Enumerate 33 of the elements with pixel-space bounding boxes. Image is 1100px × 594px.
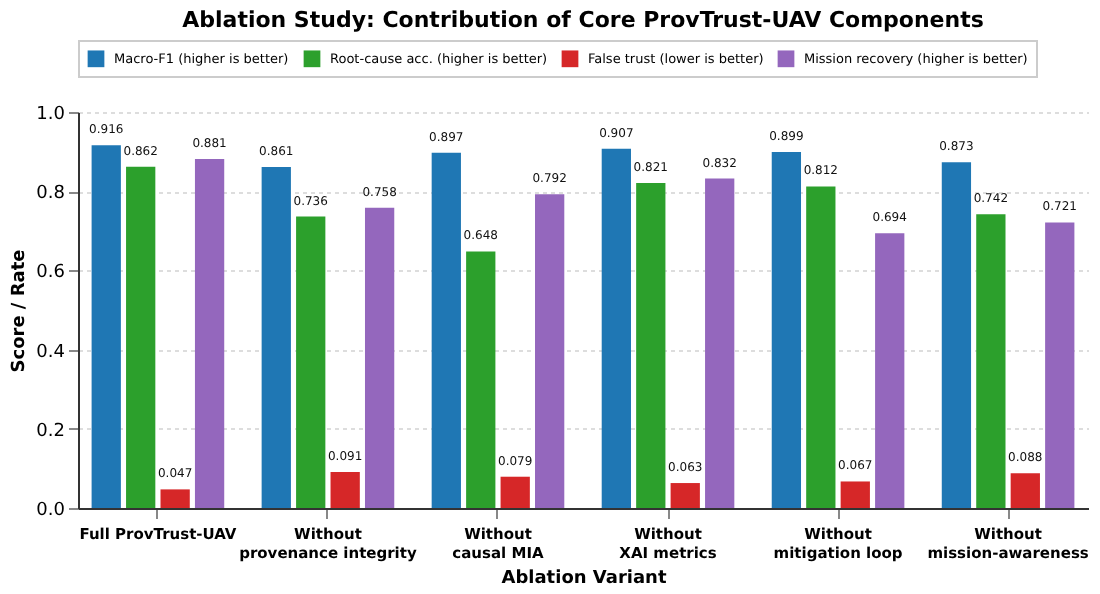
bar [875, 233, 905, 508]
bar [364, 207, 395, 508]
y-tick-label: 1.0 [36, 105, 66, 125]
bar [1010, 473, 1040, 508]
bar [91, 145, 121, 508]
bar [500, 476, 530, 508]
bar [806, 186, 836, 508]
bar [261, 167, 291, 508]
bar [330, 471, 360, 508]
y-tick-label: 0.6 [36, 263, 66, 284]
y-tick-label: 0.4 [36, 342, 66, 363]
y-tick-label: 0.2 [36, 421, 65, 442]
bar [636, 182, 666, 508]
bar [771, 152, 802, 508]
bar [840, 481, 870, 508]
bar [431, 152, 461, 508]
bar [941, 162, 972, 508]
bar [670, 483, 700, 508]
chart-title: Ablation Study: Contribution of Core ProvTrust-UAV Components [182, 7, 985, 33]
bar [466, 251, 496, 508]
bar [1045, 222, 1075, 508]
y-axis-title: Score / Rate [10, 249, 31, 373]
y-tick-label: 0.0 [36, 501, 66, 521]
bar [126, 166, 156, 508]
bar [705, 178, 735, 508]
bar [976, 214, 1006, 508]
bar [535, 194, 565, 508]
x-axis-title: Ablation Variant [501, 569, 668, 589]
bar [194, 159, 225, 508]
y-tick-label: 0.8 [36, 184, 66, 205]
bar [296, 216, 326, 508]
bar [160, 489, 190, 508]
bar [601, 148, 631, 508]
